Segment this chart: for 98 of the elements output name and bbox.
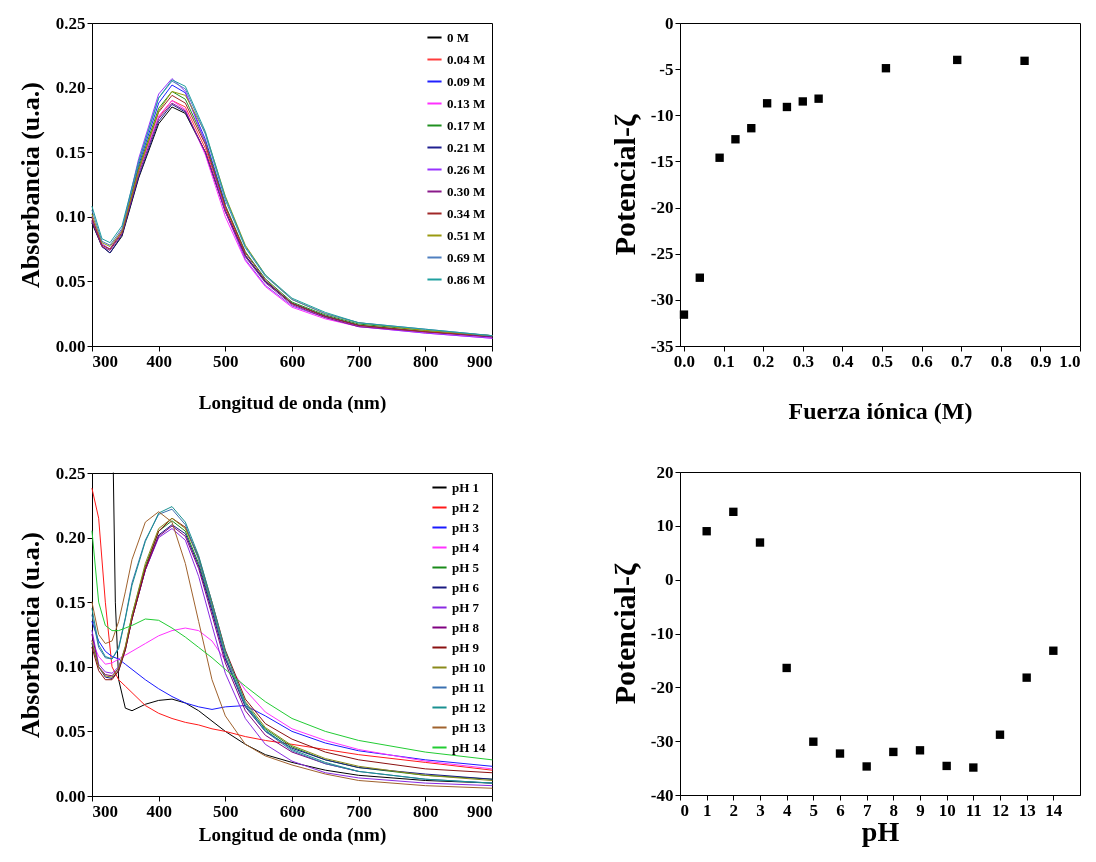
x-tick-label: 700 (346, 801, 372, 821)
x-axis-title: Longitud de onda (nm) (198, 391, 387, 414)
y-tick-label: -10 (650, 105, 674, 125)
legend-label: 0.04 M (447, 51, 486, 67)
legend-label: pH 8 (452, 619, 480, 635)
legend-label: 0.86 M (447, 271, 486, 287)
x-tick-label: 800 (413, 801, 439, 821)
x-axis-title: Longitud de onda (nm) (198, 823, 387, 846)
y-tick-label: 0.15 (55, 592, 86, 612)
y-tick-label: -5 (659, 59, 674, 79)
x-tick-label: 2 (729, 800, 739, 820)
x-tick-label: 1 (702, 800, 712, 820)
x-tick-label: 4 (782, 800, 792, 820)
x-tick-label: 500 (213, 351, 239, 371)
x-tick-label: 600 (279, 801, 306, 821)
legend-label: pH 2 (452, 499, 480, 515)
y-tick-label: 0.15 (55, 142, 86, 162)
x-tick-label: 400 (146, 351, 172, 371)
y-tick-label: 0.10 (55, 657, 86, 677)
x-tick-label: 0.5 (871, 351, 894, 371)
y-tick-label: -15 (650, 151, 674, 171)
x-tick-label: 700 (346, 351, 372, 371)
x-tick-label: 3 (756, 800, 765, 820)
legend-label: pH 7 (452, 599, 480, 615)
legend-label: pH 13 (452, 719, 487, 735)
x-tick-label: 300 (92, 351, 118, 371)
x-tick-label: 0 (680, 800, 689, 820)
y-axis-title: Potencial-ζ (607, 114, 641, 256)
legend-label: 0 M (447, 29, 470, 45)
y-tick-label: -40 (650, 785, 674, 805)
x-tick-label: 13 (1018, 800, 1036, 820)
y-tick-label: -25 (650, 244, 674, 264)
legend-label: pH 5 (452, 559, 480, 575)
y-tick-label: 0.25 (55, 13, 86, 33)
y-tick-label: 0.00 (55, 336, 86, 356)
y-tick-label: 10 (656, 516, 674, 536)
y-tick-label: -20 (650, 677, 674, 697)
y-tick-label: -10 (650, 624, 674, 643)
legend-label: pH 12 (452, 699, 486, 715)
y-tick-label: 0.10 (55, 207, 86, 227)
x-tick-label: 0.1 (713, 351, 735, 371)
x-tick-label: 0.0 (673, 351, 696, 371)
x-tick-label: 0.8 (990, 351, 1012, 371)
y-tick-label: 0.20 (55, 78, 86, 98)
x-tick-label: 0.6 (911, 351, 933, 371)
y-axis-title: Absorbancia (u.a.) (15, 82, 45, 288)
x-tick-label: 5 (809, 800, 819, 820)
x-tick-label: 11 (965, 800, 982, 820)
legend-label: pH 1 (452, 479, 480, 495)
x-tick-label: 900 (467, 351, 493, 371)
x-tick-label: 1.0 (1059, 351, 1081, 371)
y-axis-title: Absorbancia (u.a.) (15, 532, 45, 738)
x-tick-label: 0.7 (951, 351, 973, 371)
y-tick-label: 0.20 (55, 528, 86, 548)
x-axis-title: Fuerza iónica (M) (788, 397, 973, 424)
x-tick-label: 400 (146, 801, 172, 821)
x-tick-label: 12 (992, 800, 1009, 820)
legend-label: 0.17 M (447, 117, 486, 133)
legend-label: 0.69 M (447, 249, 486, 265)
legend-label: 0.26 M (447, 161, 486, 177)
y-tick-label: -20 (650, 198, 674, 218)
legend-label: 0.13 M (447, 95, 486, 111)
x-tick-label: 0.2 (753, 351, 775, 371)
y-tick-label: 0.00 (55, 786, 86, 806)
y-tick-label: 0 (665, 13, 674, 33)
legend-label: 0.51 M (447, 227, 486, 243)
x-tick-label: 600 (279, 351, 306, 371)
y-tick-label: 0 (665, 570, 674, 590)
x-tick-label: 6 (836, 800, 845, 820)
legend-label: pH 10 (452, 659, 486, 675)
x-tick-label: 14 (1045, 800, 1063, 820)
x-tick-label: 10 (938, 800, 956, 820)
x-tick-label: 300 (92, 801, 118, 821)
y-tick-label: 20 (656, 462, 674, 482)
x-tick-label: 0.4 (832, 351, 854, 371)
legend-label: pH 3 (452, 519, 480, 535)
y-tick-label: 0.25 (55, 463, 86, 483)
legend-label: 0.30 M (447, 183, 486, 199)
x-tick-label: 800 (413, 351, 439, 371)
x-tick-label: 500 (213, 801, 239, 821)
legend-label: pH 4 (452, 539, 480, 555)
legend-label: 0.21 M (447, 139, 486, 155)
y-tick-label: 0.05 (55, 721, 86, 741)
legend-label: pH 11 (452, 679, 485, 695)
x-tick-label: 0.3 (792, 351, 814, 371)
x-tick-label: 900 (467, 801, 493, 821)
legend-label: pH 14 (452, 739, 487, 755)
x-tick-label: 9 (916, 800, 925, 820)
legend-label: pH 9 (452, 639, 480, 655)
y-tick-label: -30 (650, 290, 674, 310)
legend-label: 0.34 M (447, 205, 486, 221)
y-tick-label: -35 (650, 336, 674, 356)
y-tick-label: -30 (650, 731, 674, 751)
legend-label: pH 6 (452, 579, 480, 595)
y-axis-title: Potencial-ζ (607, 563, 641, 705)
x-tick-label: 0.9 (1030, 351, 1052, 371)
y-tick-label: 0.05 (55, 271, 86, 291)
legend-label: 0.09 M (447, 73, 486, 89)
